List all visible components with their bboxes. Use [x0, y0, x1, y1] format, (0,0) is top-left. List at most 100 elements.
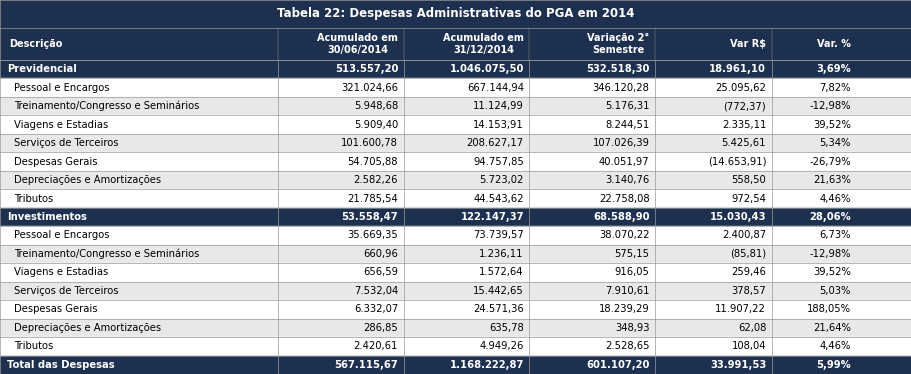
Text: Acumulado em
31/12/2014: Acumulado em 31/12/2014	[443, 33, 524, 55]
Text: 667.144,94: 667.144,94	[466, 83, 524, 93]
Text: 2.582,26: 2.582,26	[353, 175, 398, 185]
Text: Viagens e Estadias: Viagens e Estadias	[14, 267, 107, 278]
Bar	[0, 97, 911, 116]
Text: 7.910,61: 7.910,61	[605, 286, 650, 296]
Text: 107.026,39: 107.026,39	[592, 138, 650, 148]
Text: 28,06%: 28,06%	[809, 212, 851, 222]
Text: Pessoal e Encargos: Pessoal e Encargos	[14, 230, 109, 240]
Bar	[0, 79, 911, 97]
Text: Var R$: Var R$	[730, 39, 766, 49]
Bar	[0, 263, 911, 282]
Text: 188,05%: 188,05%	[807, 304, 851, 315]
Text: 5,03%: 5,03%	[820, 286, 851, 296]
Text: 39,52%: 39,52%	[813, 267, 851, 278]
Text: 7.532,04: 7.532,04	[353, 286, 398, 296]
Text: (85,81): (85,81)	[730, 249, 766, 259]
Text: Investimentos: Investimentos	[7, 212, 87, 222]
Text: Total das Despesas: Total das Despesas	[7, 360, 115, 370]
Bar	[0, 0, 911, 28]
Text: 11.907,22: 11.907,22	[715, 304, 766, 315]
Text: 635,78: 635,78	[489, 323, 524, 333]
Text: 15.442,65: 15.442,65	[473, 286, 524, 296]
Text: 513.557,20: 513.557,20	[334, 64, 398, 74]
Text: 7,82%: 7,82%	[819, 83, 851, 93]
Text: 54.705,88: 54.705,88	[348, 157, 398, 166]
Text: 532.518,30: 532.518,30	[586, 64, 650, 74]
Bar	[0, 319, 911, 337]
Text: 3,69%: 3,69%	[816, 64, 851, 74]
Text: 4,46%: 4,46%	[820, 341, 851, 351]
Bar	[0, 189, 911, 208]
Text: 348,93: 348,93	[615, 323, 650, 333]
Text: Acumulado em
30/06/2014: Acumulado em 30/06/2014	[317, 33, 398, 55]
Text: 8.244,51: 8.244,51	[605, 120, 650, 130]
Text: 35.669,35: 35.669,35	[347, 230, 398, 240]
Text: Depreciações e Amortizações: Depreciações e Amortizações	[14, 175, 160, 185]
Bar	[0, 60, 911, 79]
Text: 1.236,11: 1.236,11	[479, 249, 524, 259]
Text: 73.739,57: 73.739,57	[473, 230, 524, 240]
Text: 259,46: 259,46	[732, 267, 766, 278]
Text: 575,15: 575,15	[615, 249, 650, 259]
Text: 21,64%: 21,64%	[813, 323, 851, 333]
Text: 2.400,87: 2.400,87	[722, 230, 766, 240]
Text: 6,73%: 6,73%	[819, 230, 851, 240]
Text: 567.115,67: 567.115,67	[334, 360, 398, 370]
Text: Despesas Gerais: Despesas Gerais	[14, 304, 97, 315]
Text: 108,04: 108,04	[732, 341, 766, 351]
Text: Despesas Gerais: Despesas Gerais	[14, 157, 97, 166]
Text: Variação 2°
Semestre: Variação 2° Semestre	[588, 33, 650, 55]
Text: 39,52%: 39,52%	[813, 120, 851, 130]
Text: 286,85: 286,85	[363, 323, 398, 333]
Text: 346.120,28: 346.120,28	[593, 83, 650, 93]
Text: 38.070,22: 38.070,22	[599, 230, 650, 240]
Text: Serviços de Terceiros: Serviços de Terceiros	[14, 286, 118, 296]
Text: (14.653,91): (14.653,91)	[708, 157, 766, 166]
Text: 24.571,36: 24.571,36	[473, 304, 524, 315]
Text: Treinamento/Congresso e Seminários: Treinamento/Congresso e Seminários	[14, 101, 199, 111]
Text: 25.095,62: 25.095,62	[715, 83, 766, 93]
Text: 5.909,40: 5.909,40	[353, 120, 398, 130]
Text: -26,79%: -26,79%	[809, 157, 851, 166]
Text: Descrição: Descrição	[9, 39, 63, 49]
Text: 660,96: 660,96	[363, 249, 398, 259]
Text: 6.332,07: 6.332,07	[353, 304, 398, 315]
Text: Pessoal e Encargos: Pessoal e Encargos	[14, 83, 109, 93]
Text: 656,59: 656,59	[363, 267, 398, 278]
Text: Tabela 22: Despesas Administrativas do PGA em 2014: Tabela 22: Despesas Administrativas do P…	[277, 7, 634, 21]
Text: 40.051,97: 40.051,97	[599, 157, 650, 166]
Text: Tributos: Tributos	[14, 341, 53, 351]
Text: 601.107,20: 601.107,20	[586, 360, 650, 370]
Text: 2.335,11: 2.335,11	[722, 120, 766, 130]
Text: 558,50: 558,50	[732, 175, 766, 185]
Text: 1.572,64: 1.572,64	[479, 267, 524, 278]
Text: 68.588,90: 68.588,90	[593, 212, 650, 222]
Text: 3.140,76: 3.140,76	[605, 175, 650, 185]
Bar	[0, 28, 911, 60]
Text: 101.600,78: 101.600,78	[342, 138, 398, 148]
Text: 5,34%: 5,34%	[820, 138, 851, 148]
Text: 62,08: 62,08	[738, 323, 766, 333]
Text: 15.030,43: 15.030,43	[710, 212, 766, 222]
Text: 21.785,54: 21.785,54	[347, 193, 398, 203]
Text: 5.723,02: 5.723,02	[479, 175, 524, 185]
Bar	[0, 134, 911, 152]
Text: 208.627,17: 208.627,17	[466, 138, 524, 148]
Text: -12,98%: -12,98%	[809, 249, 851, 259]
Text: 44.543,62: 44.543,62	[474, 193, 524, 203]
Text: 18.961,10: 18.961,10	[710, 64, 766, 74]
Text: 5.948,68: 5.948,68	[353, 101, 398, 111]
Text: 122.147,37: 122.147,37	[460, 212, 524, 222]
Bar	[0, 282, 911, 300]
Text: 2.420,61: 2.420,61	[353, 341, 398, 351]
Text: (772,37): (772,37)	[723, 101, 766, 111]
Text: Viagens e Estadias: Viagens e Estadias	[14, 120, 107, 130]
Bar	[0, 171, 911, 189]
Bar	[0, 208, 911, 226]
Bar	[0, 152, 911, 171]
Text: 53.558,47: 53.558,47	[342, 212, 398, 222]
Text: 33.991,53: 33.991,53	[710, 360, 766, 370]
Text: 5.176,31: 5.176,31	[605, 101, 650, 111]
Text: 14.153,91: 14.153,91	[473, 120, 524, 130]
Bar	[0, 337, 911, 356]
